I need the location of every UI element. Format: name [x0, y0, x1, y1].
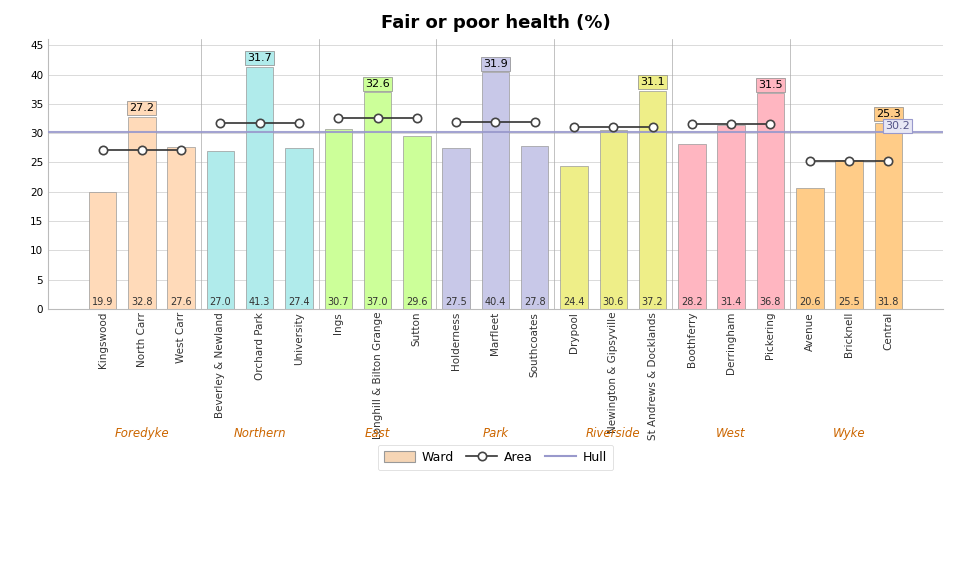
Bar: [284, 148, 312, 309]
Title: Fair or poor health (%): Fair or poor health (%): [381, 14, 609, 32]
Text: 31.1: 31.1: [640, 78, 664, 88]
Text: 27.4: 27.4: [288, 297, 309, 307]
Text: 25.3: 25.3: [875, 109, 899, 119]
Bar: [363, 92, 391, 309]
Text: 27.5: 27.5: [445, 297, 466, 307]
Text: Wyke: Wyke: [832, 427, 865, 440]
Bar: [678, 144, 705, 309]
Bar: [246, 67, 273, 309]
Bar: [559, 166, 587, 309]
Bar: [167, 147, 195, 309]
Text: 36.8: 36.8: [759, 297, 780, 307]
Text: 27.6: 27.6: [170, 297, 191, 307]
Bar: [207, 151, 234, 309]
Text: 37.0: 37.0: [366, 297, 388, 307]
Text: 20.6: 20.6: [799, 297, 820, 307]
Legend: Ward, Area, Hull: Ward, Area, Hull: [378, 445, 612, 470]
Text: 19.9: 19.9: [91, 297, 113, 307]
Bar: [324, 129, 352, 309]
Text: 24.4: 24.4: [563, 297, 584, 307]
Text: 32.6: 32.6: [365, 79, 389, 89]
Text: 40.4: 40.4: [484, 297, 505, 307]
Text: 27.8: 27.8: [524, 297, 545, 307]
Text: 41.3: 41.3: [249, 297, 270, 307]
Bar: [403, 135, 431, 309]
Bar: [756, 93, 783, 309]
Text: 27.0: 27.0: [209, 297, 231, 307]
Text: 28.2: 28.2: [680, 297, 702, 307]
Text: 31.7: 31.7: [247, 53, 272, 64]
Text: Riverside: Riverside: [585, 427, 640, 440]
Bar: [795, 188, 823, 309]
Bar: [834, 160, 862, 309]
Text: 30.2: 30.2: [884, 120, 909, 130]
Text: 30.7: 30.7: [327, 297, 349, 307]
Text: East: East: [364, 427, 390, 440]
Text: 29.6: 29.6: [406, 297, 427, 307]
Text: Foredyke: Foredyke: [114, 427, 169, 440]
Bar: [442, 148, 469, 309]
Bar: [599, 130, 627, 309]
Bar: [874, 123, 901, 309]
Bar: [88, 192, 116, 309]
Text: 30.6: 30.6: [602, 297, 624, 307]
Text: 37.2: 37.2: [641, 297, 663, 307]
Text: Park: Park: [481, 427, 508, 440]
Text: 27.2: 27.2: [129, 103, 154, 113]
Text: 25.5: 25.5: [837, 297, 859, 307]
Text: 32.8: 32.8: [131, 297, 153, 307]
Text: West: West: [716, 427, 745, 440]
Bar: [481, 72, 508, 309]
Bar: [521, 146, 548, 309]
Text: Northern: Northern: [234, 427, 285, 440]
Bar: [128, 117, 156, 309]
Text: 31.4: 31.4: [720, 297, 741, 307]
Bar: [638, 91, 666, 309]
Text: 31.5: 31.5: [757, 80, 782, 90]
Text: 31.8: 31.8: [876, 297, 899, 307]
Bar: [717, 125, 744, 309]
Text: 31.9: 31.9: [482, 58, 507, 69]
